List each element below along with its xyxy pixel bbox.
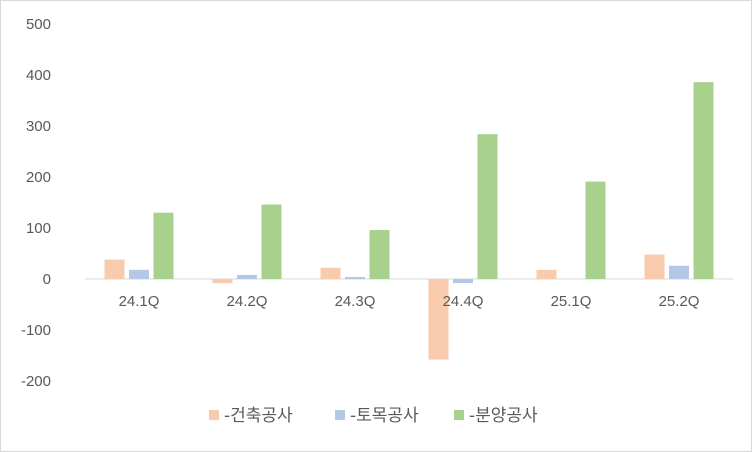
bar-24-1Q-series-1 <box>104 259 125 279</box>
x-category-label: 25.2Q <box>659 293 700 310</box>
legend-swatch <box>454 410 464 420</box>
bar-25-2Q-series-3 <box>693 82 714 279</box>
legend-label: -토목공사 <box>350 406 419 426</box>
legend-swatch <box>335 410 345 420</box>
bar-24-3Q-series-1 <box>320 267 341 279</box>
legend-label: -분양공사 <box>469 406 538 426</box>
y-tick-label: 400 <box>26 67 51 84</box>
bar-25-1Q-series-3 <box>585 181 606 279</box>
y-tick-label: 500 <box>26 16 51 33</box>
y-tick-label: 100 <box>26 220 51 237</box>
plot-area <box>85 82 733 360</box>
bar-24-4Q-series-3 <box>477 134 498 279</box>
y-tick-label: 300 <box>26 118 51 135</box>
y-tick-label: -100 <box>21 322 51 339</box>
x-category-label: 24.1Q <box>119 293 160 310</box>
bar-24-2Q-series-3 <box>261 204 282 279</box>
bar-24-3Q-series-3 <box>369 230 390 279</box>
y-axis: 500 400 300 200 100 0 -100 -200 <box>21 16 51 390</box>
legend-swatch <box>209 410 219 420</box>
bar-24-1Q-series-2 <box>129 269 149 279</box>
bar-24-4Q-series-2 <box>453 279 473 284</box>
x-category-label: 24.2Q <box>227 293 268 310</box>
x-category-label: 24.4Q <box>443 293 484 310</box>
bar-25-2Q-series-2 <box>669 265 689 279</box>
y-tick-label: 0 <box>43 271 51 288</box>
bar-25-2Q-series-1 <box>644 254 665 279</box>
legend: -건축공사 -토목공사 -분양공사 <box>209 406 538 426</box>
x-category-label: 24.3Q <box>335 293 376 310</box>
bar-24-4Q-series-1 <box>428 279 449 360</box>
y-tick-label: 200 <box>26 169 51 186</box>
y-tick-label: -200 <box>21 373 51 390</box>
x-category-label: 25.1Q <box>551 293 592 310</box>
bar-24-2Q-series-2 <box>237 274 257 279</box>
bar-25-1Q-series-1 <box>536 269 557 279</box>
bar-24-1Q-series-3 <box>153 212 174 279</box>
legend-label: -건축공사 <box>224 406 293 426</box>
x-axis-categories: 24.1Q 24.2Q 24.3Q 24.4Q 25.1Q 25.2Q <box>119 293 700 310</box>
bar-24-3Q-series-2 <box>345 276 365 279</box>
bar-24-2Q-series-1 <box>212 279 233 284</box>
